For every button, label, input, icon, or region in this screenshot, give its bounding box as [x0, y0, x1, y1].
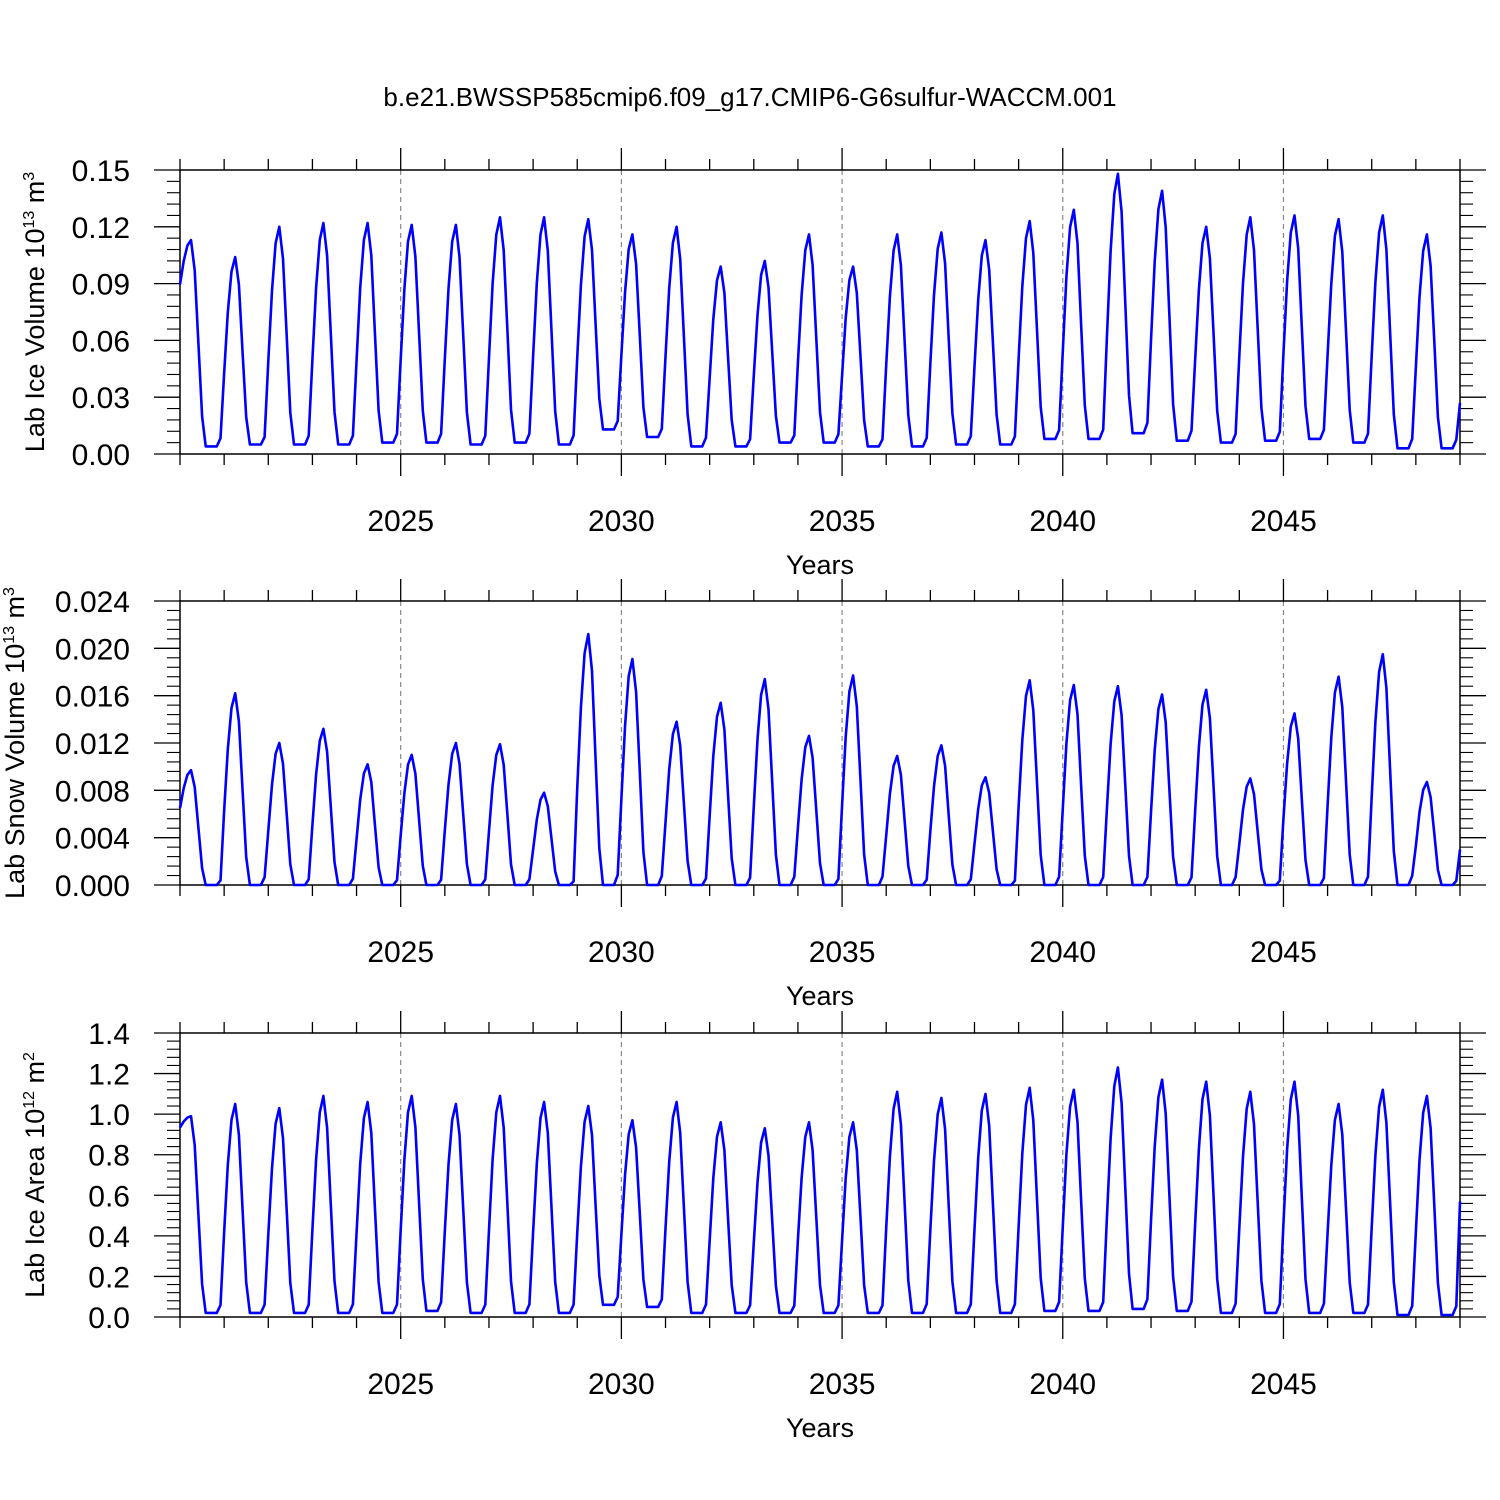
- series-line: [178, 172, 1462, 450]
- y-tick-label-1-2: 1.2: [88, 1059, 130, 1092]
- y-tick-label-0-000: 0.000: [55, 870, 130, 903]
- x-tick-label-2030: 2030: [588, 1368, 655, 1401]
- y-tick-label-1-4: 1.4: [88, 1018, 130, 1051]
- x-tick-label-2045: 2045: [1250, 505, 1317, 538]
- y-tick-label-0-012: 0.012: [55, 728, 130, 761]
- plot-frame: [179, 169, 1461, 455]
- y-tick-label-0-09: 0.09: [72, 269, 130, 302]
- y-tick-label-0-15: 0.15: [72, 155, 130, 188]
- y-tick-label-0-06: 0.06: [72, 325, 130, 358]
- y-tick-label-0-4: 0.4: [88, 1221, 130, 1254]
- x-tick-label-2030: 2030: [588, 936, 655, 969]
- y-tick-label-0-008: 0.008: [55, 775, 130, 808]
- y-tick-label-0-016: 0.016: [55, 681, 130, 714]
- x-tick-label-2045: 2045: [1250, 1368, 1317, 1401]
- y-axis-label: Lab Snow Volume 1013 m3: [0, 587, 30, 899]
- x-axis-label: Years: [786, 1413, 854, 1443]
- y-tick-label-0-12: 0.12: [72, 212, 130, 245]
- x-tick-label-2040: 2040: [1029, 936, 1096, 969]
- x-tick-label-2035: 2035: [809, 1368, 876, 1401]
- x-tick-label-2045: 2045: [1250, 936, 1317, 969]
- y-tick-label-0-020: 0.020: [55, 633, 130, 666]
- x-tick-label-2035: 2035: [809, 505, 876, 538]
- x-tick-label-2040: 2040: [1029, 505, 1096, 538]
- x-tick-label-2025: 2025: [367, 505, 434, 538]
- y-axis-label: Lab Ice Area 1012 m2: [20, 1052, 50, 1298]
- series-line: [178, 1066, 1462, 1317]
- y-tick-label-0-2: 0.2: [88, 1261, 130, 1294]
- plot-frame: [179, 1032, 1461, 1318]
- y-axis-label: Lab Ice Volume 1013 m3: [20, 172, 50, 452]
- x-tick-label-2025: 2025: [367, 1368, 434, 1401]
- y-tick-label-0-0: 0.0: [88, 1302, 130, 1335]
- panel-1: 2025 2030 2035 2040 2045 0.00 0.03 0.06 0.09 0.12…: [20, 148, 1486, 580]
- y-tick-label-1-0: 1.0: [88, 1099, 130, 1132]
- panel-2: 2025 2030 2035 2040 2045 0.000 0.004 0.008 0.012…: [0, 579, 1486, 1011]
- y-tick-label-0-03: 0.03: [72, 382, 130, 415]
- x-tick-label-2040: 2040: [1029, 1368, 1096, 1401]
- panels: 2025 2030 2035 2040 2045 0.00 0.03 0.06 0.09 0.12…: [0, 148, 1486, 1443]
- y-tick-label-0-004: 0.004: [55, 823, 130, 856]
- y-tick-label-0-00: 0.00: [72, 439, 130, 472]
- x-axis-label: Years: [786, 550, 854, 580]
- plot-frame: [179, 600, 1461, 886]
- panel-3: 2025 2030 2035 2040 2045 0.0 0.2 0.4 0.6 0.8 1.0 1.…: [20, 1011, 1486, 1443]
- x-axis-label: Years: [786, 981, 854, 1011]
- x-tick-label-2025: 2025: [367, 936, 434, 969]
- y-tick-label-0-024: 0.024: [55, 586, 130, 619]
- x-tick-label-2030: 2030: [588, 505, 655, 538]
- chart-title: b.e21.BWSSP585cmip6.f09_g17.CMIP6-G6sulf…: [383, 82, 1116, 112]
- series-line: [178, 632, 1462, 887]
- y-tick-label-0-8: 0.8: [88, 1140, 130, 1173]
- x-tick-label-2035: 2035: [809, 936, 876, 969]
- y-tick-label-0-6: 0.6: [88, 1180, 130, 1213]
